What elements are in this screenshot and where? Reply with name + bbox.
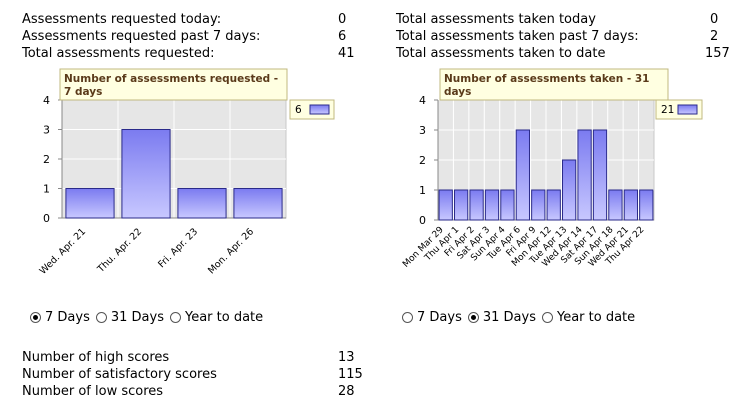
taken-chart: 0 1 2 3 4 Mon Mar 29 Thu Apr 1 Fri Apr 2 Sat Apr… [376, 62, 753, 302]
bar [233, 188, 283, 219]
legend-label: 6 [295, 104, 302, 116]
radio-label: 7 Days [45, 310, 90, 325]
stat-value: 115 [338, 367, 363, 382]
radio-label: 7 Days [417, 310, 462, 325]
bar [515, 129, 530, 221]
chart-title: Number of assessments requested -7 days [64, 73, 278, 98]
y-tick-label: 3 [419, 124, 426, 137]
legend-swatch [309, 104, 330, 115]
requested-chart-svg: 0 1 2 3 4 Wed. Apr. 21 Thu. Apr. 22 Fri. Apr. 2… [38, 68, 335, 277]
stat-taken-today: Total assessments taken today 0 [396, 11, 746, 28]
bar [577, 129, 592, 221]
radio-31-days[interactable]: 31 Days [95, 310, 164, 325]
stat-value: 13 [338, 350, 355, 365]
bar [65, 188, 115, 219]
stat-requested-today: Assessments requested today: 0 [22, 11, 362, 28]
y-tick-label: 1 [43, 183, 50, 196]
stat-label: Number of satisfactory scores [22, 367, 217, 382]
x-tick-label: Thu. Apr. 22 [95, 226, 144, 275]
bar [608, 189, 623, 221]
y-tick-label: 3 [43, 124, 50, 137]
radio-circle[interactable] [467, 312, 479, 323]
bar [531, 189, 546, 221]
score-stats: Number of high scores 13 Number of satis… [22, 349, 382, 400]
stat-label: Total assessments taken to date [396, 46, 606, 61]
bar [562, 159, 577, 221]
stat-requested-7days: Assessments requested past 7 days: 6 [22, 28, 362, 45]
stat-label: Number of high scores [22, 350, 170, 365]
stat-value: 157 [705, 46, 730, 61]
bar [177, 188, 227, 219]
x-tick-label: Wed. Apr. 21 [38, 226, 89, 277]
radio-label: 31 Days [482, 310, 536, 325]
bar [623, 189, 638, 221]
taken-stats: Total assessments taken today 0 Total as… [396, 11, 746, 62]
stat-label: Total assessments taken past 7 days: [396, 29, 639, 44]
stat-value: 0 [710, 12, 719, 27]
radio-circle[interactable] [402, 312, 413, 323]
bar [438, 189, 453, 221]
legend-label: 21 [661, 104, 674, 116]
radio-year-to-date[interactable]: Year to date [541, 310, 636, 325]
stat-requested-total: Total assessments requested: 41 [22, 45, 362, 62]
bar [121, 129, 171, 219]
stat-label: Number of low scores [22, 384, 164, 399]
y-tick-label: 1 [419, 184, 426, 197]
y-tick-label: 2 [43, 153, 50, 166]
radio-7-days[interactable]: 7 Days [402, 310, 462, 325]
bar [592, 129, 608, 221]
stat-low-scores: Number of low scores 28 [22, 383, 382, 400]
chart-title-line: days [444, 86, 471, 98]
y-tick-label: 0 [43, 212, 50, 225]
y-tick-label: 0 [419, 214, 426, 227]
radio-label: Year to date [556, 310, 636, 325]
stat-value: 2 [710, 29, 719, 44]
requested-chart: 0 1 2 3 4 Wed. Apr. 21 Thu. Apr. 22 Fri. Apr. 2… [0, 62, 376, 302]
stat-label: Total assessments taken today [396, 12, 596, 27]
stat-value: 28 [338, 384, 355, 399]
stat-high-scores: Number of high scores 13 [22, 349, 382, 366]
chart-title-box [59, 68, 288, 101]
chart-title: Number of assessments taken - 31 days [444, 73, 649, 98]
stat-label: Assessments requested today: [22, 12, 222, 27]
legend-swatch [677, 104, 698, 115]
stat-taken-total: Total assessments taken to date 157 [396, 45, 746, 62]
chart-title-box [439, 68, 669, 101]
stat-satisfactory-scores: Number of satisfactory scores 115 [22, 366, 382, 383]
bar [484, 189, 500, 221]
y-tick-label: 4 [419, 94, 426, 107]
bar [639, 189, 654, 221]
radio-7-days[interactable]: 7 Days [30, 310, 90, 325]
y-tick-label: 2 [419, 154, 426, 167]
chart-title-line: Number of assessments requested - [64, 73, 278, 85]
chart-title-line: 7 days [64, 86, 102, 98]
radio-circle[interactable] [541, 312, 553, 323]
y-tick-label: 4 [43, 94, 50, 107]
stat-label: Assessments requested past 7 days: [22, 29, 261, 44]
requested-stats: Assessments requested today: 0 Assessmen… [22, 11, 362, 62]
bar [454, 189, 469, 221]
requested-period-selector: 7 Days 31 Days Year to date [30, 310, 269, 325]
bar [469, 189, 484, 221]
radio-year-to-date[interactable]: Year to date [169, 310, 264, 325]
radio-circle[interactable] [30, 312, 41, 323]
chart-title-line: Number of assessments taken - 31 [444, 73, 649, 85]
stat-taken-7days: Total assessments taken past 7 days: 2 [396, 28, 746, 45]
radio-31-days[interactable]: 31 Days [467, 310, 536, 325]
stat-label: Total assessments requested: [22, 46, 215, 61]
x-tick-label: Mon. Apr. 26 [206, 226, 256, 276]
stat-value: 41 [338, 46, 355, 61]
stat-value: 6 [338, 29, 347, 44]
radio-circle[interactable] [169, 312, 181, 323]
taken-period-selector: 7 Days 31 Days Year to date [402, 310, 641, 325]
stat-value: 0 [338, 12, 347, 27]
bar [500, 189, 515, 221]
radio-circle[interactable] [95, 312, 107, 323]
radio-label: Year to date [184, 310, 264, 325]
x-tick-label: Fri. Apr. 23 [156, 226, 200, 270]
bar [546, 189, 561, 221]
radio-label: 31 Days [110, 310, 164, 325]
